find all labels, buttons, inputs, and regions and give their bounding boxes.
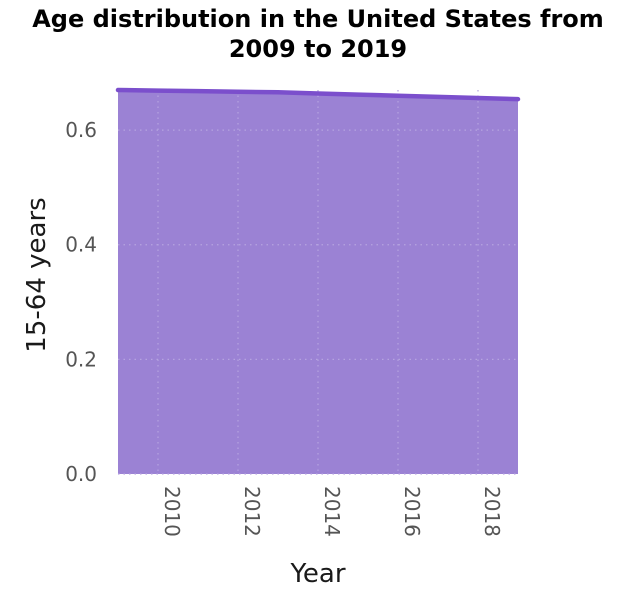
chart-title-line-2: 2009 to 2019 bbox=[228, 35, 408, 63]
area-fill bbox=[118, 90, 518, 474]
x-tick-label: 2010 bbox=[160, 486, 184, 537]
grid bbox=[118, 90, 518, 475]
x-tick-label: 2014 bbox=[320, 486, 344, 537]
y-tick-label: 0.4 bbox=[65, 233, 97, 257]
chart-title: Age distribution in the United States fr… bbox=[0, 4, 636, 64]
y-tick-label: 0.0 bbox=[65, 462, 97, 486]
x-tick-label: 2018 bbox=[480, 486, 504, 537]
y-axis-label: 15-64 years bbox=[22, 197, 52, 352]
y-tick-label: 0.6 bbox=[65, 118, 97, 142]
y-axis: 0.0 0.2 0.4 0.6 bbox=[65, 118, 97, 486]
x-tick-label: 2016 bbox=[400, 486, 424, 537]
x-axis: 2010 2012 2014 2016 2018 bbox=[160, 486, 504, 537]
x-axis-label: Year bbox=[289, 559, 345, 589]
chart-title-line-1: Age distribution in the United States fr… bbox=[32, 5, 604, 33]
plot-area bbox=[118, 90, 518, 474]
x-tick-label: 2012 bbox=[240, 486, 264, 537]
series-line bbox=[115, 87, 521, 102]
y-tick-label: 0.2 bbox=[65, 347, 97, 371]
